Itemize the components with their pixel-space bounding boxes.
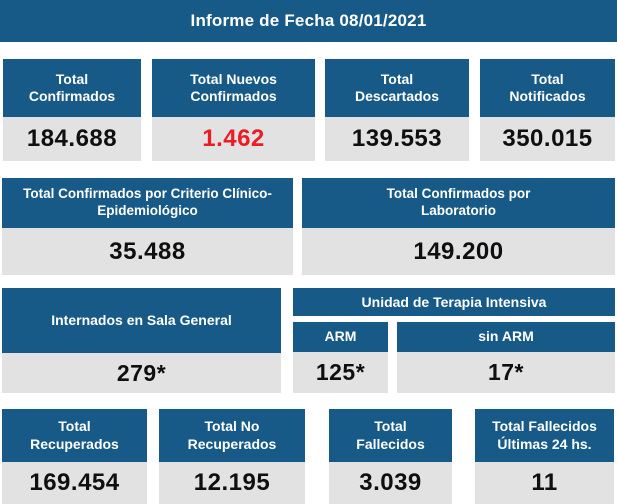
card-confirmados-laboratorio: Total Confirmados por Laboratorio 149.20… [302,178,615,275]
card-value: 3.039 [329,462,452,504]
uti-section-header: Unidad de Terapia Intensiva [293,288,615,316]
card-value: 279* [2,353,281,393]
card-label: Total Confirmados por Criterio Clínico- … [2,178,293,228]
card-value: 17* [397,352,615,393]
card-value: 350.015 [480,117,615,161]
card-uti-arm: ARM 125* [293,322,388,393]
card-label: Total Recuperados [2,409,147,462]
card-label: Total Fallecidos [329,409,452,462]
card-label: ARM [293,322,388,352]
card-label: Total Confirmados [3,59,141,117]
card-label: Total Descartados [325,59,469,117]
card-label: Total No Recuperados [159,409,305,462]
card-value: 184.688 [3,117,141,161]
card-value: 139.553 [325,117,469,161]
card-value: 169.454 [2,462,147,504]
card-total-notificados: Total Notificados 350.015 [480,59,615,161]
card-label: Total Nuevos Confirmados [152,59,315,117]
card-confirmados-criterio-clinico: Total Confirmados por Criterio Clínico- … [2,178,293,275]
card-total-no-recuperados: Total No Recuperados 12.195 [159,409,305,504]
card-total-descartados: Total Descartados 139.553 [325,59,469,161]
card-total-recuperados: Total Recuperados 169.454 [2,409,147,504]
card-value: 12.195 [159,462,305,504]
card-label: Internados en Sala General [2,288,281,353]
card-internados-sala-general: Internados en Sala General 279* [2,288,281,393]
report-title: Informe de Fecha 08/01/2021 [190,11,427,30]
card-label: Total Confirmados por Laboratorio [302,178,615,228]
card-value-highlight: 1.462 [152,117,315,161]
card-total-nuevos-confirmados: Total Nuevos Confirmados 1.462 [152,59,315,161]
card-value: 125* [293,352,388,393]
card-value: 35.488 [2,228,293,275]
card-uti-sin-arm: sin ARM 17* [397,322,615,393]
card-label: Total Fallecidos Últimas 24 hs. [475,409,614,462]
card-total-fallecidos: Total Fallecidos 3.039 [329,409,452,504]
card-label: sin ARM [397,322,615,352]
card-value: 149.200 [302,228,615,275]
card-label: Total Notificados [480,59,615,117]
uti-section-title: Unidad de Terapia Intensiva [361,294,547,310]
card-fallecidos-ultimas-24hs: Total Fallecidos Últimas 24 hs. 11 [475,409,614,504]
report-title-bar: Informe de Fecha 08/01/2021 [0,0,617,42]
card-value: 11 [475,462,614,504]
card-total-confirmados: Total Confirmados 184.688 [3,59,141,161]
